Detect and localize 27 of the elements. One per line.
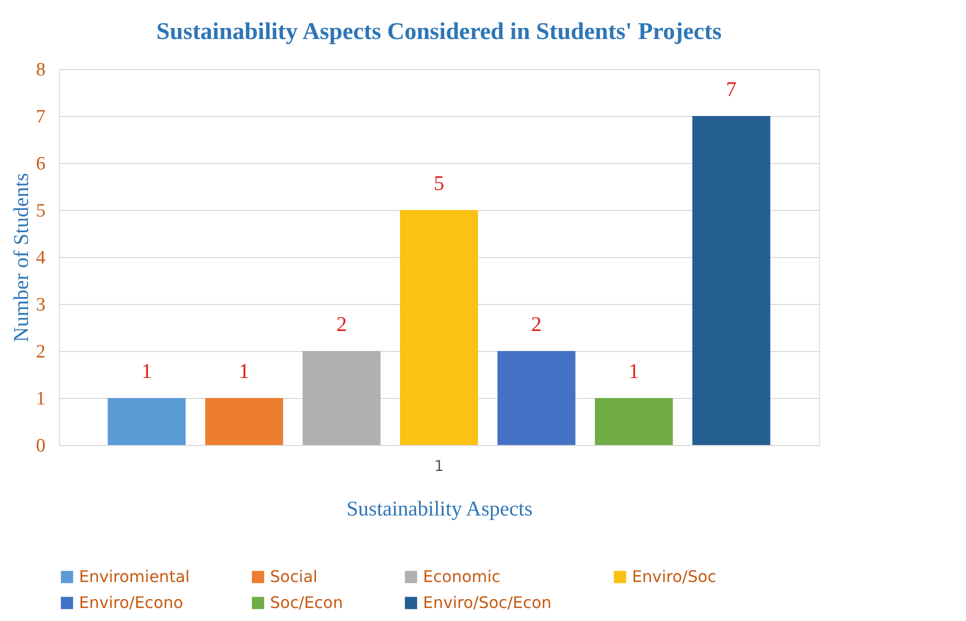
x-axis-title: Sustainability Aspects: [346, 496, 533, 520]
data-label: 2: [531, 312, 542, 336]
y-tick-label: 5: [36, 200, 46, 222]
legend-label: Enviro/Soc/Econ: [423, 593, 552, 612]
y-tick-label: 2: [36, 342, 46, 362]
y-axis-title: Number of Students: [9, 172, 33, 342]
data-label: 1: [238, 359, 250, 383]
y-tick-label: 3: [36, 294, 46, 316]
chart-title: Sustainability Aspects Considered in Students' Projects: [156, 19, 722, 45]
legend-label: Soc/Econ: [270, 593, 343, 612]
y-tick-label: 4: [36, 248, 46, 268]
data-label: 1: [141, 359, 152, 383]
legend-label: Enviro/Econo: [79, 593, 184, 612]
data-label: 5: [434, 171, 444, 195]
y-tick-label: 8: [36, 60, 46, 80]
legend-label: Social: [270, 567, 318, 586]
data-label: 2: [336, 312, 347, 336]
y-tick-label: 6: [36, 154, 46, 174]
legend-label: Economic: [423, 567, 500, 586]
data-label: 7: [726, 77, 737, 101]
data-label: 1: [628, 359, 640, 383]
legend-label: Enviro/Soc: [632, 567, 716, 586]
legend-label: Enviromiental: [79, 567, 190, 586]
y-tick-label: 0: [36, 436, 46, 456]
y-tick-label: 7: [36, 106, 46, 128]
text: 1: [434, 457, 444, 475]
y-tick-label: 1: [36, 388, 46, 410]
